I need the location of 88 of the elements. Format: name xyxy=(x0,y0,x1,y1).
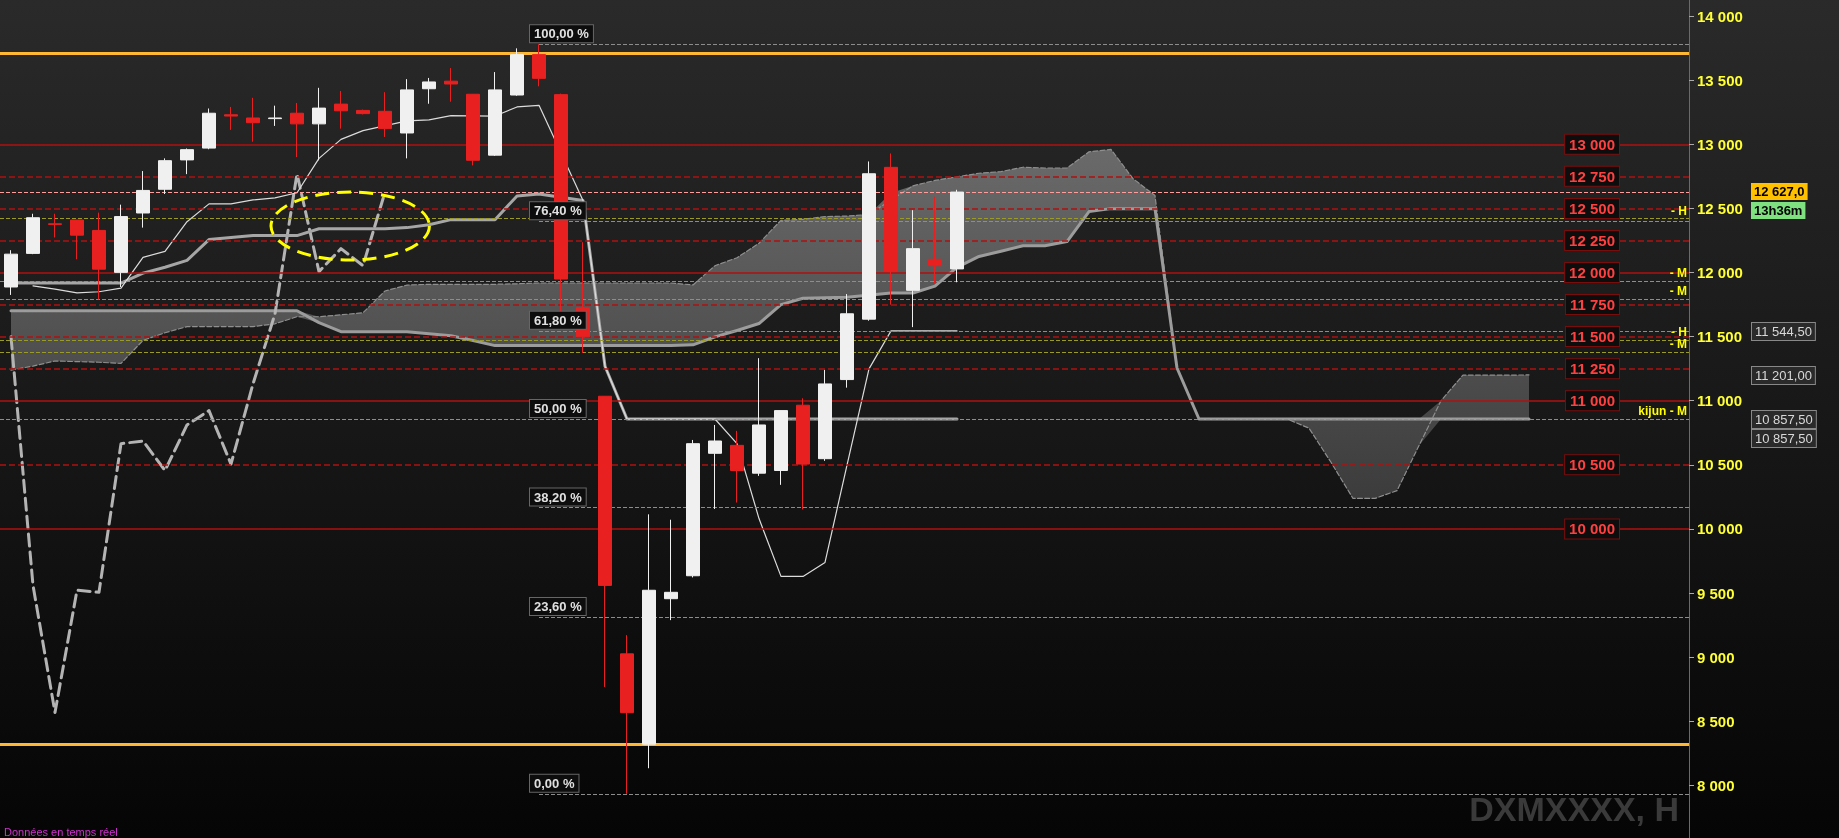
y-tick-label: 13 000 xyxy=(1697,135,1743,153)
candlestick xyxy=(884,152,898,306)
candlestick xyxy=(752,357,766,477)
y-tick-label: 11 000 xyxy=(1697,392,1743,410)
ref-line-label: - M xyxy=(1669,284,1687,299)
candlestick xyxy=(862,160,876,322)
candlestick xyxy=(26,213,40,255)
y-tick-label: 13 500 xyxy=(1697,71,1743,89)
candlestick xyxy=(70,219,84,260)
candlestick xyxy=(356,109,370,115)
candlestick xyxy=(48,213,62,238)
candlestick xyxy=(422,77,436,105)
candlestick xyxy=(334,90,348,130)
y-tick-label: 10 000 xyxy=(1697,520,1743,538)
candlestick xyxy=(378,91,392,138)
line-series xyxy=(9,172,387,715)
annotation: 100,00 % xyxy=(534,26,590,42)
text: 10 857,50 xyxy=(1755,431,1813,446)
ref-line-label: 12 500 xyxy=(1569,199,1615,217)
candlestick xyxy=(466,93,480,166)
candlestick xyxy=(400,78,414,159)
candlestick xyxy=(268,105,282,127)
annotation: 0,00 % xyxy=(534,775,575,791)
ref-line-label: 11 750 xyxy=(1569,296,1615,314)
ref-line-label: kijun - M xyxy=(1638,404,1687,418)
candlestick xyxy=(950,189,964,283)
candlestick xyxy=(532,43,546,87)
candlestick xyxy=(598,395,612,688)
candlestick xyxy=(840,293,854,389)
candlestick xyxy=(444,67,458,103)
candlestick xyxy=(4,249,18,296)
candlestick xyxy=(510,47,524,97)
ref-line-label: - M xyxy=(1669,266,1687,281)
y-tick-label: 12 500 xyxy=(1697,199,1743,217)
text: 12 627,0 xyxy=(1754,184,1805,200)
candlestick xyxy=(246,97,260,143)
ref-line-label: 13 000 xyxy=(1569,135,1615,153)
candlestick xyxy=(774,410,788,486)
y-tick-label: 8 500 xyxy=(1697,712,1735,730)
candlestick xyxy=(664,519,678,621)
y-tick-label: 9 000 xyxy=(1697,648,1735,666)
annotation: 38,20 % xyxy=(534,489,583,505)
ref-line-label: 10 000 xyxy=(1569,520,1615,538)
annotation: Données en temps réel xyxy=(4,825,118,838)
candlestick xyxy=(730,430,744,504)
text: 11 544,50 xyxy=(1755,323,1812,339)
ref-line-label: 12 000 xyxy=(1569,263,1615,281)
candlestick xyxy=(796,397,810,510)
text: 11 201,00 xyxy=(1755,367,1812,383)
annotation: 23,60 % xyxy=(534,599,583,615)
candlestick xyxy=(92,212,106,301)
ref-line-label: 11 000 xyxy=(1569,392,1615,410)
candlestick xyxy=(620,634,634,795)
candlestick xyxy=(224,106,238,131)
candlestick xyxy=(686,439,700,578)
candlestick xyxy=(180,147,194,175)
y-tick-label: 9 500 xyxy=(1697,584,1735,602)
candlestick xyxy=(312,87,326,161)
ref-line-label: 10 500 xyxy=(1569,456,1615,474)
line-series xyxy=(32,104,958,578)
candlestick xyxy=(708,424,722,510)
y-tick-label: 8 000 xyxy=(1697,776,1735,794)
annotation: 61,80 % xyxy=(534,312,583,328)
y-tick-label: 11 500 xyxy=(1697,328,1743,346)
text: 10 857,50 xyxy=(1755,412,1813,427)
candlestick xyxy=(158,157,172,195)
ref-line-label: 12 750 xyxy=(1569,167,1615,185)
candlestick xyxy=(202,107,216,150)
text: 13h36m xyxy=(1754,203,1803,219)
ref-line-label: 12 250 xyxy=(1569,231,1615,249)
y-tick-label: 12 000 xyxy=(1697,263,1743,281)
ref-line-label: 11 500 xyxy=(1569,328,1615,346)
ref-line-label: - M xyxy=(1669,337,1687,351)
y-tick-label: 14 000 xyxy=(1697,7,1743,25)
candlestick xyxy=(906,209,920,328)
candlestick xyxy=(488,71,502,157)
ref-line-label: 11 250 xyxy=(1569,360,1615,378)
candlestick xyxy=(818,369,832,462)
ref-line-label: - H xyxy=(1671,203,1687,218)
candlestick xyxy=(642,513,656,769)
y-tick-label: 10 500 xyxy=(1697,456,1743,474)
annotation: 76,40 % xyxy=(534,203,583,219)
candlestick xyxy=(290,102,304,158)
candlestick xyxy=(114,204,128,288)
candlestick xyxy=(928,196,942,284)
annotation: 50,00 % xyxy=(534,401,583,416)
ref-line-label: - H xyxy=(1671,325,1687,340)
candlestick xyxy=(136,170,150,229)
